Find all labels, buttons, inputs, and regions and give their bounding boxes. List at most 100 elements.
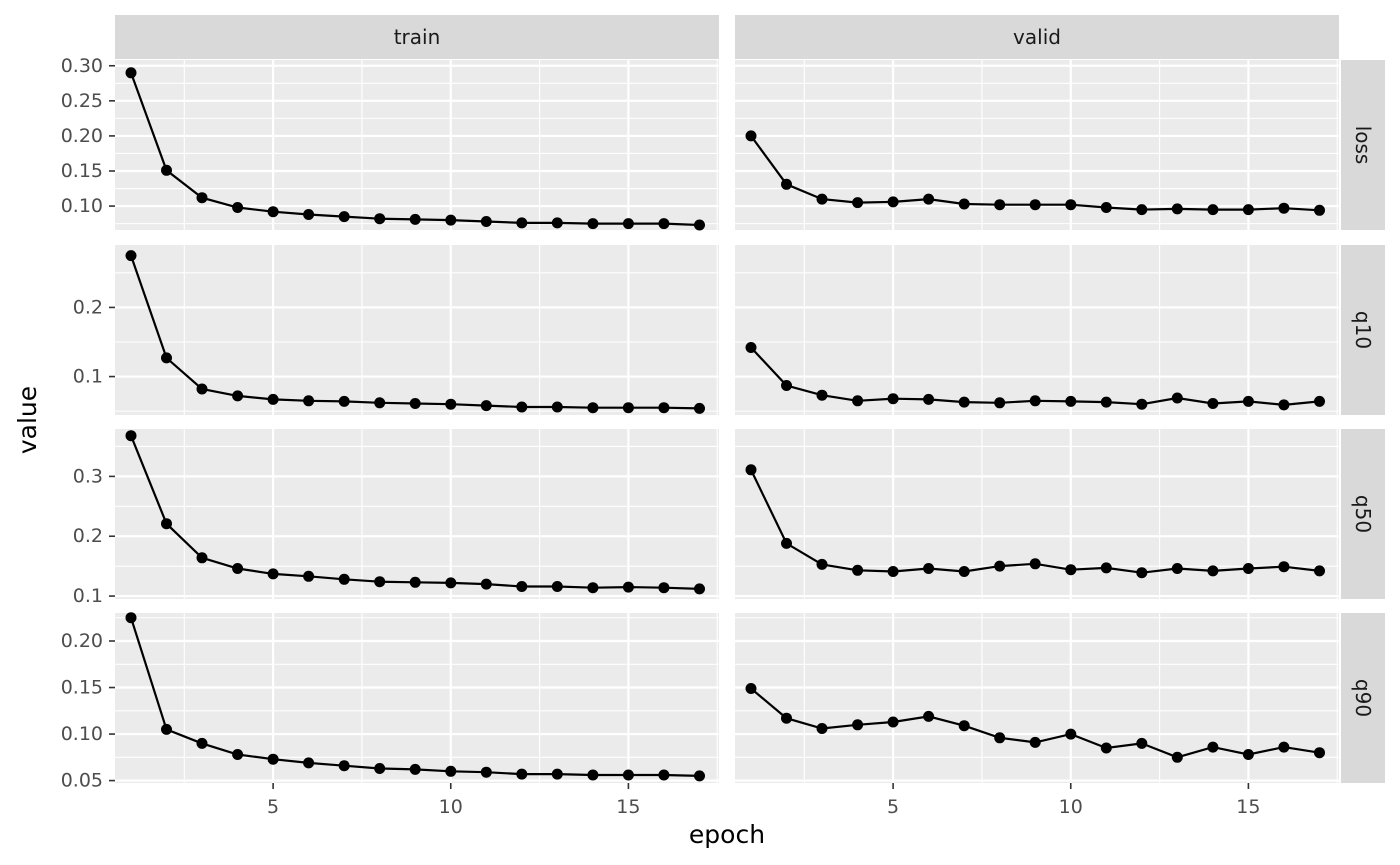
data-point (338, 211, 350, 223)
data-point (781, 178, 792, 190)
data-point (125, 612, 137, 624)
panel-q50-train (115, 429, 719, 599)
panel-loss-valid (735, 60, 1339, 230)
data-point (958, 396, 970, 408)
data-point (516, 401, 528, 413)
data-point (161, 164, 172, 176)
data-point (887, 716, 899, 728)
y-tick-label: 0.20 (61, 630, 103, 652)
data-point (994, 732, 1006, 744)
data-point (745, 342, 757, 353)
data-point (267, 753, 279, 765)
data-point (994, 397, 1006, 409)
data-point (1065, 564, 1077, 576)
strip-background (735, 15, 1339, 59)
strip-background (1341, 429, 1385, 599)
y-tick-label: 0.10 (61, 723, 103, 745)
data-point (587, 769, 599, 781)
data-point (745, 683, 757, 694)
data-point (1314, 565, 1325, 577)
data-point (622, 769, 634, 781)
data-point (781, 537, 792, 549)
y-tick-label: 0.30 (61, 55, 103, 77)
data-point (587, 402, 599, 414)
data-point (1029, 558, 1041, 570)
strip-label: q10 (1351, 311, 1375, 349)
x-tick-label: 5 (267, 796, 279, 818)
y-tick-label: 0.05 (61, 770, 103, 792)
data-point (125, 430, 137, 442)
data-point (374, 213, 386, 225)
data-point (1029, 395, 1041, 407)
data-point (1136, 398, 1148, 410)
y-tick-label: 0.2 (73, 296, 103, 318)
data-point (1207, 204, 1219, 216)
strip-background (1341, 245, 1385, 415)
strip-background (1341, 60, 1385, 230)
data-point (480, 216, 492, 227)
data-point (1029, 736, 1041, 748)
data-point (587, 582, 599, 594)
data-point (1136, 737, 1148, 749)
data-point (587, 218, 599, 230)
col-strip-valid: valid (735, 15, 1339, 59)
x-tick-label: 10 (1059, 796, 1083, 818)
data-point (374, 397, 386, 409)
data-point (445, 577, 457, 589)
row-strip-q90: q90 (1341, 613, 1385, 783)
axes-layer: 0.10 0.15 0.20 0.25 0.30 0.1 0.2 0.1 0.2 0.3 0.05 0… (61, 55, 1261, 818)
data-point (196, 192, 208, 204)
data-point (480, 400, 492, 412)
data-point (551, 581, 563, 592)
data-point (781, 380, 792, 391)
strip-label: valid (1013, 25, 1061, 49)
data-point (1065, 199, 1077, 211)
data-point (887, 196, 899, 208)
data-point (480, 766, 492, 778)
data-point (958, 720, 970, 732)
data-point (480, 578, 492, 590)
data-point (445, 765, 457, 777)
data-point (161, 352, 172, 364)
data-point (303, 570, 315, 582)
data-point (374, 763, 386, 774)
data-point (161, 518, 172, 530)
y-tick-label: 0.25 (61, 90, 103, 112)
y-tick-label: 0.20 (61, 125, 103, 147)
data-point (994, 199, 1006, 211)
data-point (887, 566, 899, 577)
data-point (852, 564, 864, 576)
data-point (232, 202, 244, 213)
data-point (551, 768, 563, 780)
data-point (232, 749, 244, 760)
data-point (303, 209, 315, 220)
data-point (1136, 567, 1148, 579)
row-strip-loss: loss (1341, 60, 1385, 230)
data-point (1242, 563, 1254, 574)
col-strip-train: train (115, 15, 719, 59)
data-point (445, 214, 457, 226)
data-point (658, 402, 670, 414)
y-tick-label: 0.10 (61, 195, 103, 217)
data-point (1207, 741, 1219, 753)
data-point (1314, 747, 1325, 759)
data-point (1100, 202, 1112, 213)
data-point (409, 576, 421, 588)
data-point (781, 712, 792, 724)
data-point (196, 552, 208, 564)
data-point (958, 198, 970, 210)
x-tick-label: 15 (1236, 796, 1260, 818)
data-point (303, 395, 315, 407)
y-axis-title: value (13, 386, 42, 454)
data-point (516, 581, 528, 592)
strip-label: q50 (1351, 495, 1375, 533)
panels-layer (115, 60, 1339, 783)
data-point (658, 769, 670, 781)
x-tick-label: 10 (439, 796, 463, 818)
data-point (958, 566, 970, 577)
data-point (694, 583, 705, 595)
data-point (374, 576, 386, 588)
data-point (125, 250, 137, 262)
data-point (196, 737, 208, 749)
